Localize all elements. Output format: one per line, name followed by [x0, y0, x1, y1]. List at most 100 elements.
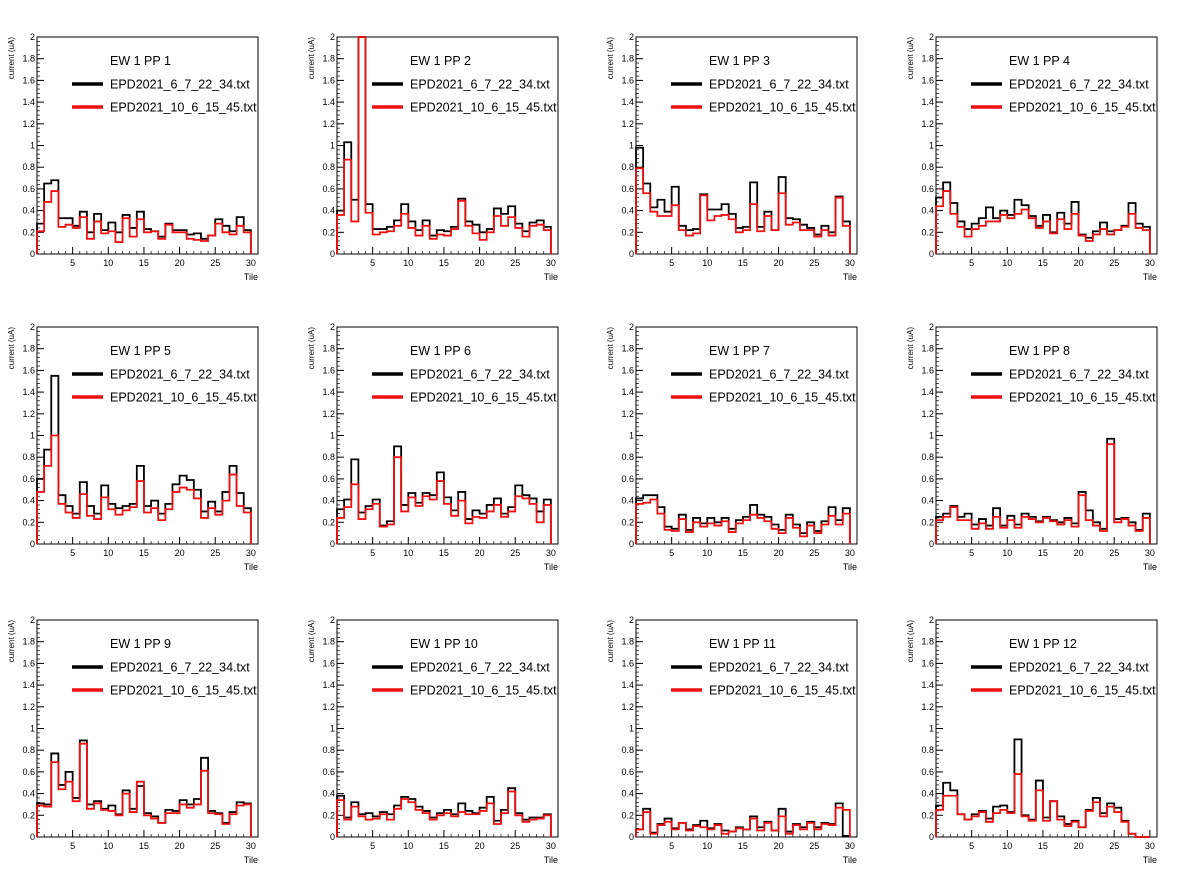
legend-entry: EPD2021_6_7_22_34.txt — [709, 368, 849, 382]
y-tick-label: 0.8 — [621, 162, 634, 172]
y-tick-label: 2 — [929, 32, 934, 42]
histogram-series-2 — [635, 498, 851, 544]
plot-frame — [36, 36, 259, 255]
y-tick-label: 1.2 — [921, 702, 934, 712]
histogram-series-2 — [36, 434, 252, 544]
x-tick-label: 20 — [774, 258, 784, 268]
x-tick-label: 10 — [702, 548, 712, 558]
y-tick-label: 0.8 — [921, 162, 934, 172]
y-tick-label: 1.8 — [22, 637, 35, 647]
chart-title: EW 1 PP 11 — [709, 637, 776, 651]
y-tick-label: 0.2 — [322, 810, 335, 820]
y-tick-label: 0.2 — [921, 810, 934, 820]
y-tick-label: 1.4 — [621, 387, 634, 397]
x-tick-label: 15 — [738, 258, 748, 268]
chart-panel: 00.20.40.60.811.21.41.61.825 10 15 20 25 30Ti… — [906, 32, 1158, 282]
y-tick-label: 0.4 — [322, 206, 335, 216]
x-tick-label: 5 — [969, 258, 974, 268]
y-tick-label: 0.6 — [322, 474, 335, 484]
x-tick-label: 25 — [510, 258, 520, 268]
chart-panel: 00.20.40.60.811.21.41.61.825 10 15 20 25 30Ti… — [7, 32, 259, 282]
y-tick-label: 0.4 — [322, 496, 335, 506]
x-tick-label: 20 — [475, 258, 485, 268]
y-tick-label: 1.4 — [22, 97, 35, 107]
chart-panel: 00.20.40.60.811.21.41.61.825 10 15 20 25 30Ti… — [606, 615, 858, 865]
legend-entry: EPD2021_6_7_22_34.txt — [410, 368, 550, 382]
histogram-series-2 — [935, 443, 1151, 544]
x-tick-label: 5 — [370, 258, 375, 268]
x-tick-label: 20 — [175, 841, 185, 851]
y-tick-label: 0.6 — [921, 474, 934, 484]
y-tick-label: 0.4 — [621, 789, 634, 799]
x-tick-label: 5 — [70, 841, 75, 851]
plot-frame — [935, 619, 1158, 838]
y-tick-label: 1.4 — [22, 387, 35, 397]
y-tick-label: 0 — [30, 539, 35, 549]
x-axis-label: Tile — [1143, 272, 1157, 282]
legend-entry: EPD2021_6_7_22_34.txt — [410, 661, 550, 675]
y-tick-label: 1.2 — [22, 409, 35, 419]
histogram-series-2 — [635, 167, 851, 254]
x-tick-label: 30 — [1145, 841, 1155, 851]
chart-title: EW 1 PP 7 — [709, 344, 770, 358]
y-tick-label: 1 — [30, 724, 35, 734]
x-tick-label: 5 — [70, 258, 75, 268]
y-tick-label: 0.2 — [22, 517, 35, 527]
y-tick-label: 1.8 — [322, 344, 335, 354]
histogram-series-2 — [336, 36, 552, 254]
y-tick-label: 1.2 — [322, 702, 335, 712]
y-tick-label: 1.6 — [621, 75, 634, 85]
chart-title: EW 1 PP 2 — [410, 54, 471, 68]
chart-panel: 00.20.40.60.811.21.41.61.825 10 15 20 25 30Ti… — [7, 322, 259, 572]
legend-entry: EPD2021_10_6_15_45.txt — [410, 391, 557, 405]
y-tick-label: 1 — [629, 141, 634, 151]
histogram-series-1 — [935, 738, 1150, 838]
histogram-series-1 — [36, 179, 252, 254]
x-tick-label: 15 — [139, 258, 149, 268]
legend-entry: EPD2021_6_7_22_34.txt — [110, 661, 250, 675]
y-tick-label: 1.6 — [921, 658, 934, 668]
x-tick-label: 30 — [1145, 258, 1155, 268]
x-tick-label: 30 — [845, 841, 855, 851]
legend-entry: EPD2021_6_7_22_34.txt — [1009, 661, 1149, 675]
plot-frame — [36, 619, 259, 838]
y-tick-label: 0.4 — [322, 789, 335, 799]
plot-frame — [336, 326, 559, 545]
y-tick-label: 1.6 — [621, 365, 634, 375]
x-tick-label: 10 — [1002, 841, 1012, 851]
x-tick-label: 30 — [546, 841, 556, 851]
y-tick-label: 1.6 — [22, 75, 35, 85]
chart-title: EW 1 PP 1 — [110, 54, 171, 68]
x-tick-label: 25 — [1109, 841, 1119, 851]
y-tick-label: 0.8 — [322, 745, 335, 755]
y-axis-label: current (uA) — [7, 620, 16, 663]
y-axis-label: current (uA) — [606, 620, 615, 663]
histogram-series-2 — [336, 456, 552, 544]
x-axis-label: Tile — [244, 855, 258, 865]
y-tick-label: 1 — [929, 724, 934, 734]
x-tick-label: 20 — [475, 548, 485, 558]
y-tick-label: 1 — [929, 431, 934, 441]
x-tick-label: 15 — [439, 258, 449, 268]
x-tick-label: 5 — [969, 841, 974, 851]
x-tick-label: 20 — [475, 841, 485, 851]
x-tick-label: 15 — [139, 841, 149, 851]
y-tick-label: 0.2 — [921, 227, 934, 237]
y-tick-label: 0.4 — [921, 496, 934, 506]
y-axis-label: current (uA) — [906, 37, 915, 80]
x-tick-label: 10 — [103, 841, 113, 851]
y-tick-label: 0.8 — [322, 162, 335, 172]
y-tick-label: 1.6 — [322, 75, 335, 85]
y-tick-label: 2 — [629, 322, 634, 332]
chart-title: EW 1 PP 3 — [709, 54, 770, 68]
y-tick-label: 0.2 — [22, 810, 35, 820]
legend-entry: EPD2021_6_7_22_34.txt — [110, 78, 250, 92]
histogram-series-2 — [635, 806, 851, 837]
x-tick-label: 10 — [702, 841, 712, 851]
x-tick-label: 15 — [439, 548, 449, 558]
x-axis-label: Tile — [544, 562, 558, 572]
x-tick-label: 15 — [738, 548, 748, 558]
chart-panel: 00.20.40.60.811.21.41.61.825 10 15 20 25 30Ti… — [307, 32, 559, 282]
y-tick-label: 1.6 — [621, 658, 634, 668]
